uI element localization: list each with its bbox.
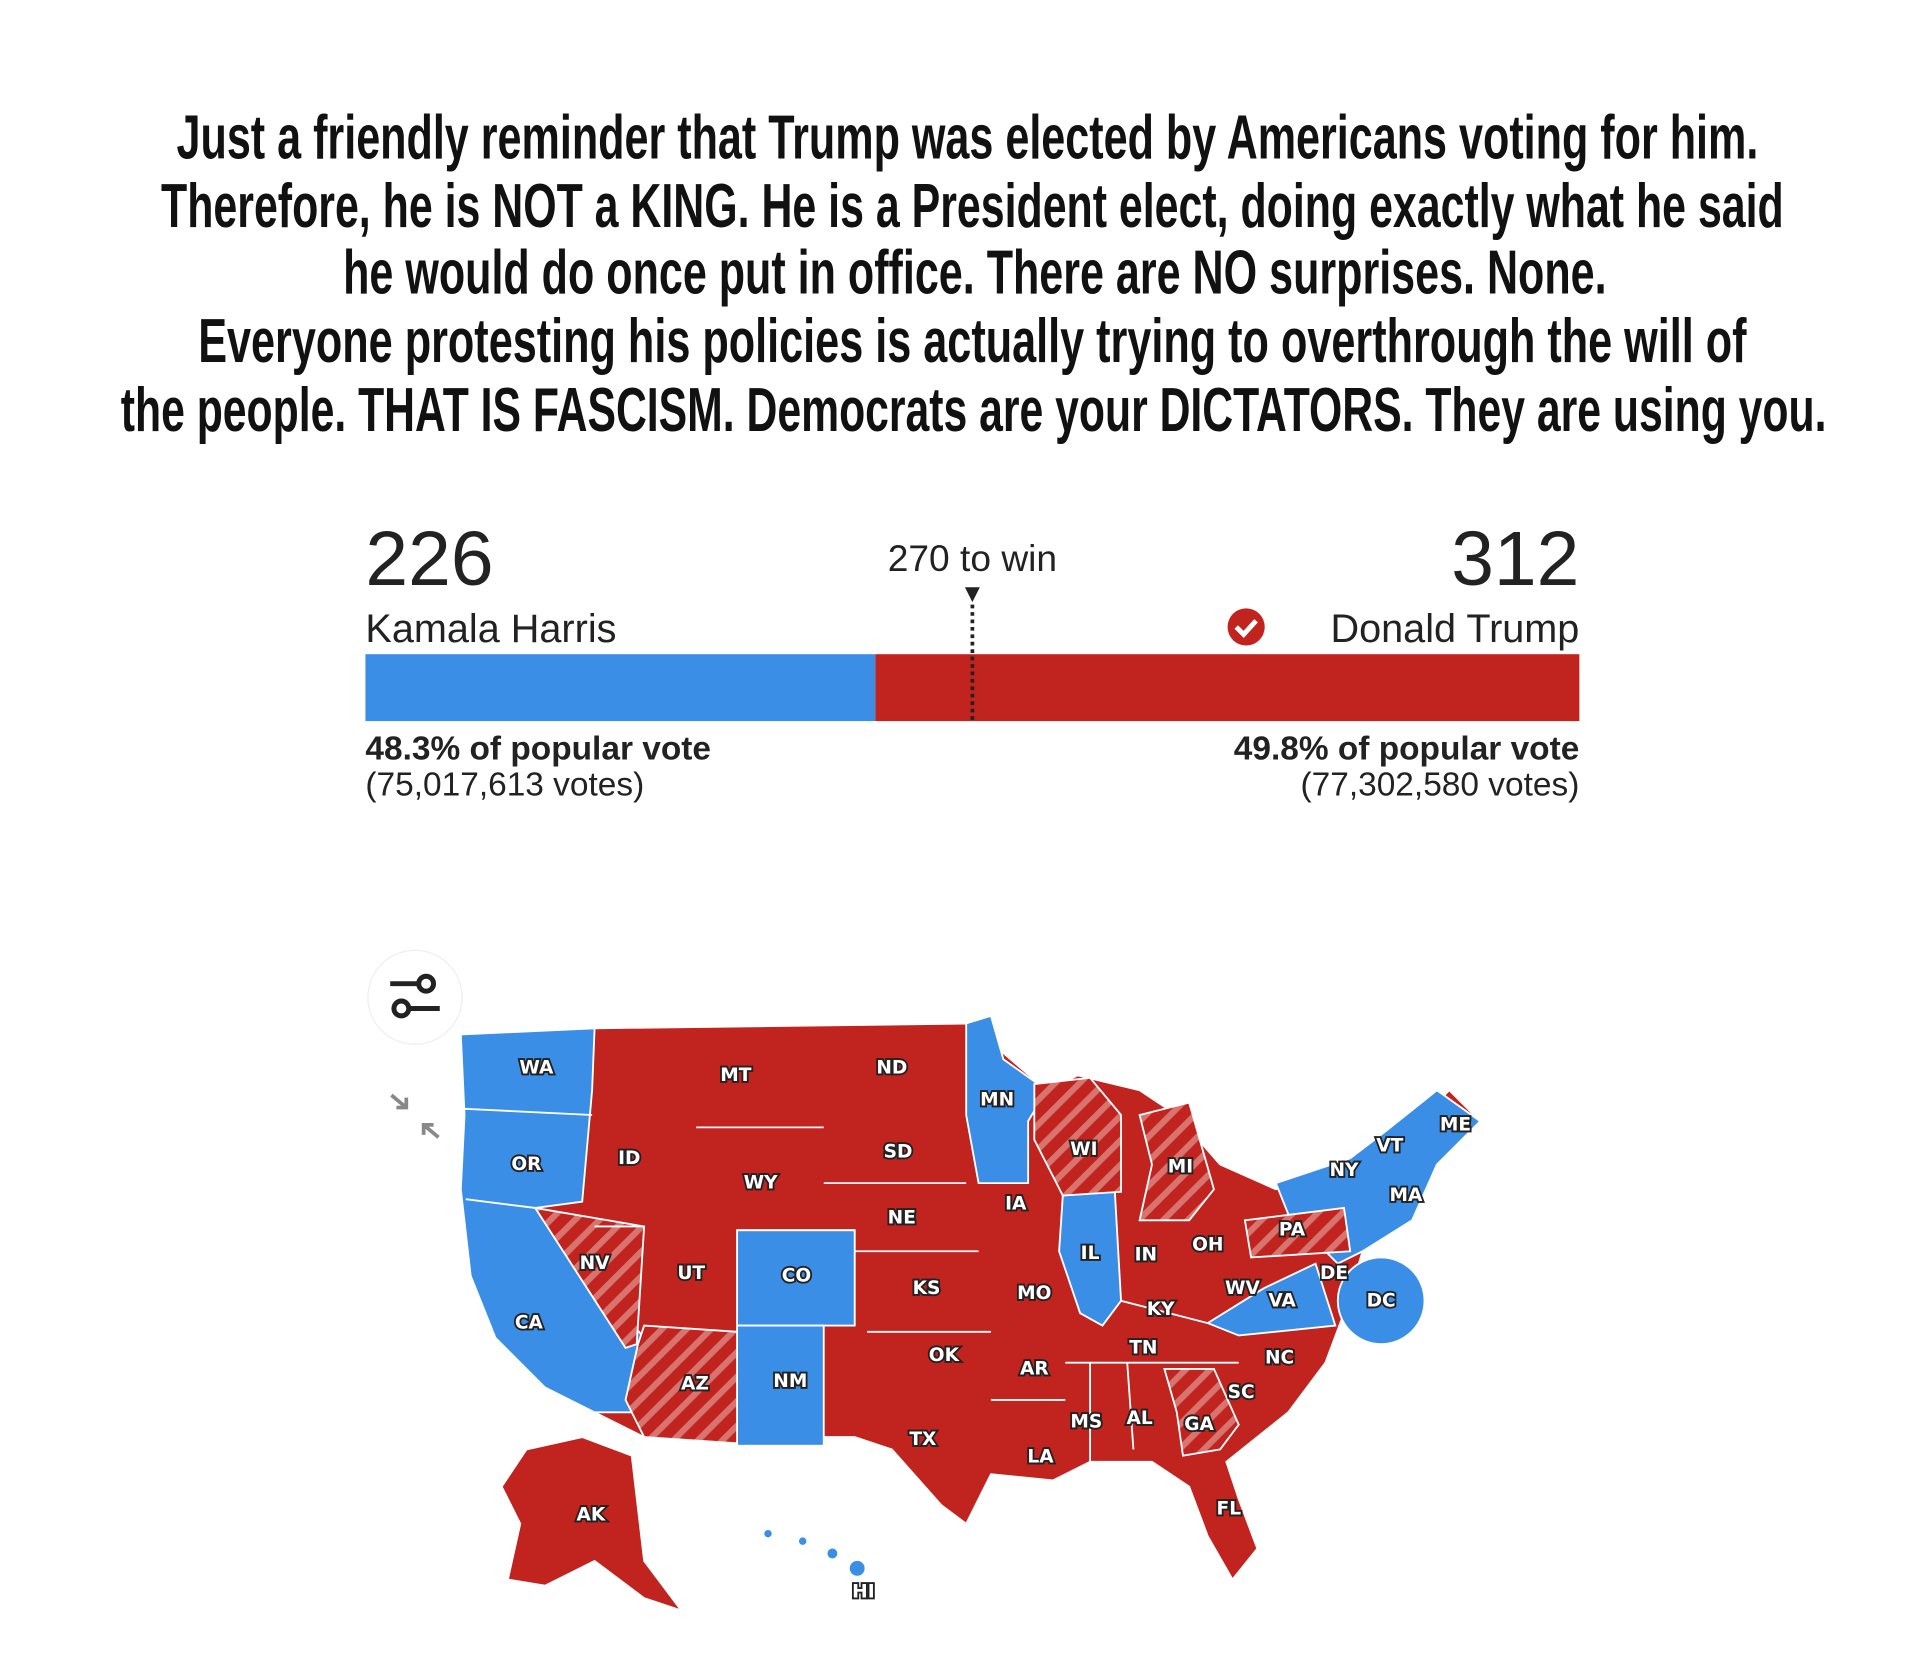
caption: Just a friendly reminder that Trump was … xyxy=(121,104,1827,446)
state-label: NM xyxy=(773,1371,807,1392)
state-label: ID xyxy=(618,1148,640,1169)
state-label: OR xyxy=(511,1154,541,1175)
state-label: MO xyxy=(1017,1283,1051,1304)
state-label: AZ xyxy=(681,1373,709,1394)
state-label: ND xyxy=(876,1057,907,1078)
state-labels: WA MT ND MN ME VT NY OR ID WY SD WI MI IA MA NE PA IL IN OH… xyxy=(510,1056,1473,1605)
state-label: WA xyxy=(519,1057,554,1078)
state-label: SD xyxy=(884,1142,913,1163)
harris-ev: 226 xyxy=(365,516,493,602)
state-label: CO xyxy=(782,1266,811,1287)
winner-check xyxy=(1227,608,1265,646)
state-label: NC xyxy=(1265,1347,1294,1368)
state-label: SC xyxy=(1228,1382,1255,1403)
trump-bar xyxy=(875,654,1580,722)
state-label: MS xyxy=(1070,1412,1102,1433)
state-label: WV xyxy=(1225,1278,1260,1299)
us-map xyxy=(459,1014,1482,1613)
state-label: VA xyxy=(1268,1290,1296,1311)
state-label: PA xyxy=(1279,1220,1306,1241)
trump-ev: 312 xyxy=(1451,516,1579,602)
state-label: TX xyxy=(909,1429,936,1450)
harris-votes: (75,017,613 votes) xyxy=(365,766,644,803)
state-label: MT xyxy=(720,1065,751,1086)
caption-line: Therefore, he is NOT a KING. He is a Pre… xyxy=(161,172,1784,241)
state-label: FL xyxy=(1217,1498,1242,1519)
state-label: OH xyxy=(1192,1235,1223,1256)
state-label: GA xyxy=(1184,1414,1214,1435)
state-label: OK xyxy=(929,1345,960,1366)
state-label: KY xyxy=(1147,1299,1175,1320)
state-label: HI xyxy=(852,1581,874,1602)
state-label: CA xyxy=(515,1313,544,1334)
state-label: IN xyxy=(1135,1244,1157,1265)
filter-button[interactable] xyxy=(367,949,463,1046)
state-label: NV xyxy=(580,1253,611,1274)
harris-name: Kamala Harris xyxy=(365,607,616,651)
state-label: NE xyxy=(888,1207,916,1228)
state-label: VT xyxy=(1376,1135,1403,1156)
ev-bar xyxy=(365,654,1580,722)
state-label: MN xyxy=(980,1090,1014,1111)
state-label: IA xyxy=(1005,1194,1027,1215)
state-label: AR xyxy=(1020,1358,1049,1379)
trump-votes: (77,302,580 votes) xyxy=(1301,766,1580,803)
caption-line: he would do once put in office. There ar… xyxy=(343,239,1606,308)
state-label: KS xyxy=(913,1278,941,1299)
state-label: ME xyxy=(1440,1114,1471,1135)
harris-bar xyxy=(365,654,876,722)
state-label: DC xyxy=(1367,1290,1396,1311)
caption-line: Just a friendly reminder that Trump was … xyxy=(177,104,1759,173)
state-label: UT xyxy=(677,1263,705,1284)
state-label: AK xyxy=(576,1505,605,1526)
state-label: WY xyxy=(744,1173,778,1194)
harris-popular: 48.3% of popular vote xyxy=(365,730,711,767)
state-label: NY xyxy=(1329,1160,1359,1181)
state-label: IL xyxy=(1081,1243,1100,1264)
state-label: LA xyxy=(1027,1446,1054,1467)
threshold: 270 to win xyxy=(888,537,1057,579)
state-label: TN xyxy=(1129,1337,1157,1358)
caption-line: Everyone protesting his policies is actu… xyxy=(198,307,1747,376)
trump-name: Donald Trump xyxy=(1330,607,1579,651)
collapse-button[interactable] xyxy=(390,1093,440,1139)
state-label: AL xyxy=(1127,1408,1153,1429)
state-label: DE xyxy=(1320,1263,1348,1284)
caption-line: the people. THAT IS FASCISM. Democrats a… xyxy=(121,376,1827,445)
threshold-arrow xyxy=(964,587,980,603)
trump-popular: 49.8% of popular vote xyxy=(1234,730,1580,767)
state-label: WI xyxy=(1070,1139,1097,1160)
state-label: MI xyxy=(1168,1157,1193,1178)
state-label: MA xyxy=(1389,1185,1422,1206)
